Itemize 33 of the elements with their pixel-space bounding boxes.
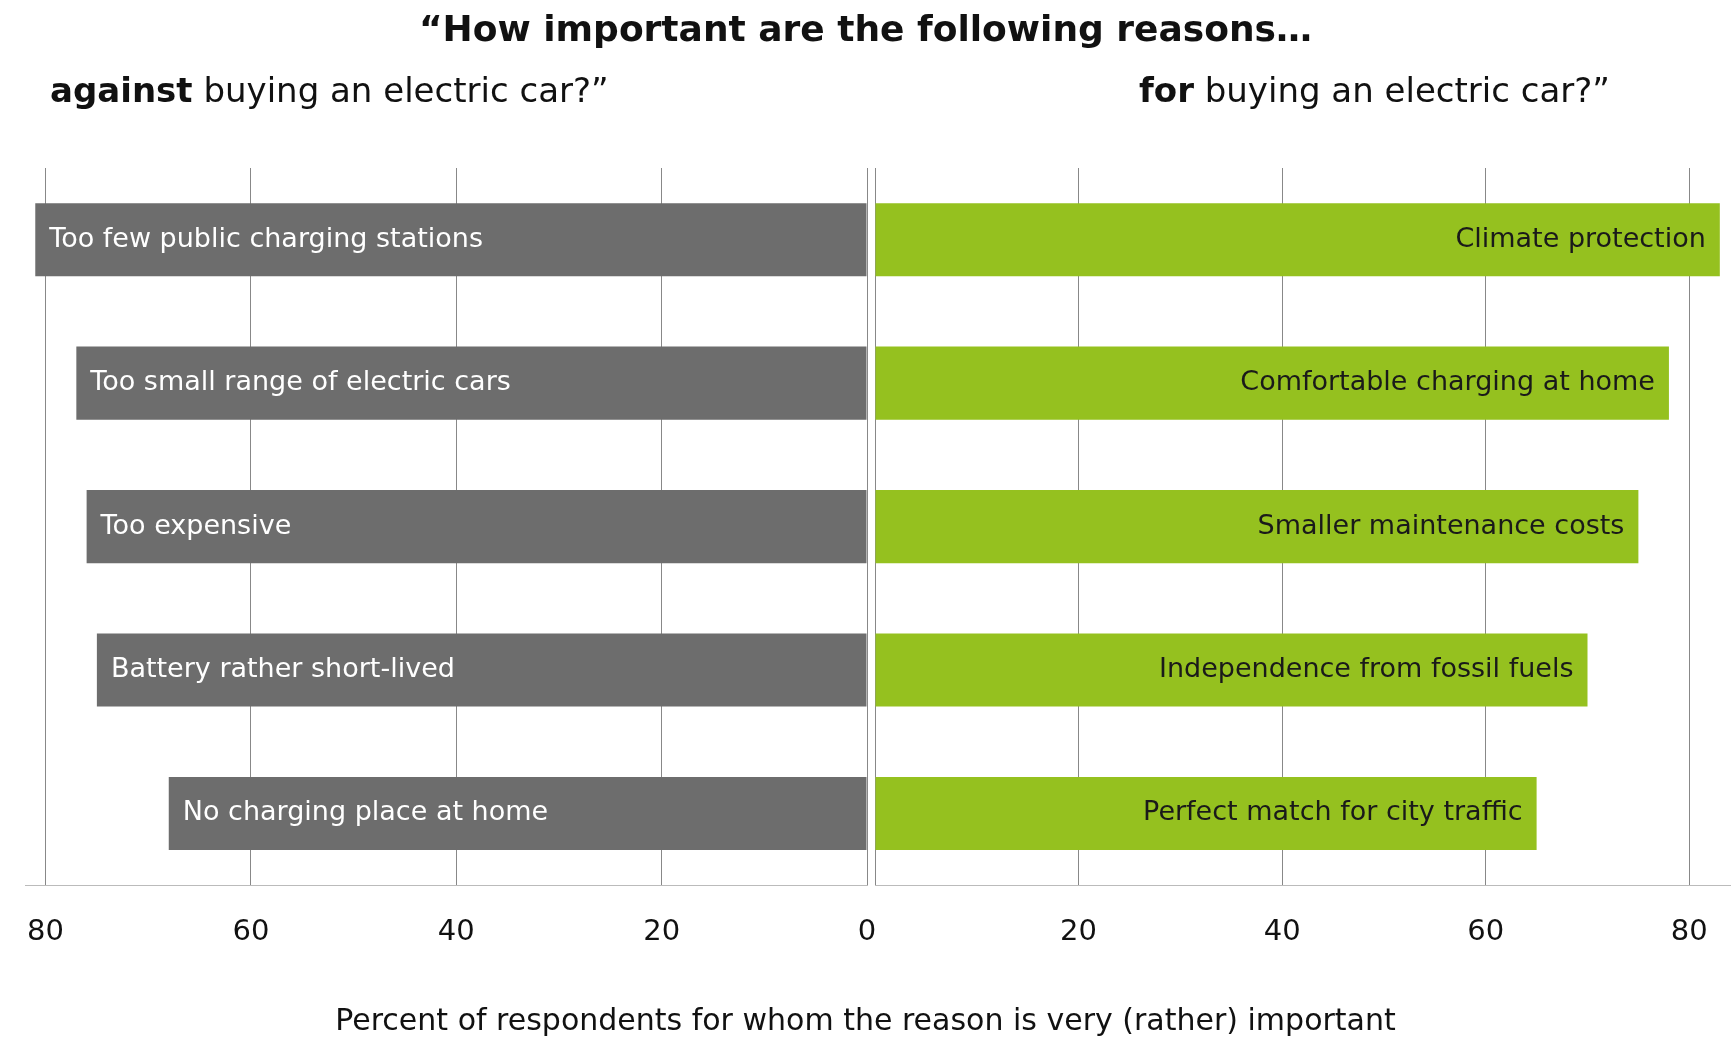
x-tick-label: 40: [1263, 913, 1301, 948]
y-tick-label: Independence from fossil fuels: [1158, 652, 1574, 684]
y-tick-label: Perfect match for city traffic: [1143, 795, 1523, 827]
bar: [86, 490, 867, 564]
y-tick-label: Too expensive: [99, 508, 292, 540]
x-tick-label: 40: [437, 913, 475, 948]
bar: [96, 633, 867, 707]
bar: [875, 490, 1639, 564]
y-tick-label: Climate protection: [1455, 221, 1706, 253]
x-tick-label: 20: [643, 913, 681, 948]
bar: [875, 346, 1669, 420]
bar: [168, 776, 867, 851]
y-tick-label: No charging place at home: [182, 795, 549, 827]
x-tick-label: 20: [1060, 913, 1098, 948]
y-tick-label: Smaller maintenance costs: [1257, 508, 1625, 540]
chart-subtitle: against buying an electric car?”: [50, 70, 609, 110]
x-tick-label: 80: [1670, 913, 1708, 948]
y-tick-label: Comfortable charging at home: [1240, 365, 1655, 397]
bar: [76, 346, 867, 420]
bar: [875, 776, 1537, 851]
x-tick-label: 0: [857, 913, 877, 948]
chart-subtitle: for buying an electric car?”: [1139, 70, 1610, 110]
y-tick-label: Battery rather short-lived: [110, 652, 455, 684]
bar: [875, 203, 1720, 277]
x-tick-label: 80: [27, 913, 64, 948]
y-tick-label: Too small range of electric cars: [89, 365, 511, 397]
x-axis-title: Percent of respondents for whom the reason is very (rather) important: [334, 1002, 1397, 1037]
x-tick-label: 60: [232, 913, 270, 948]
x-tick-label: 60: [1467, 913, 1505, 948]
chart-title: “How important are the following reasons…: [417, 8, 1314, 49]
bar: [875, 633, 1588, 707]
y-tick-label: Too few public charging stations: [48, 221, 483, 253]
bar: [35, 203, 867, 277]
